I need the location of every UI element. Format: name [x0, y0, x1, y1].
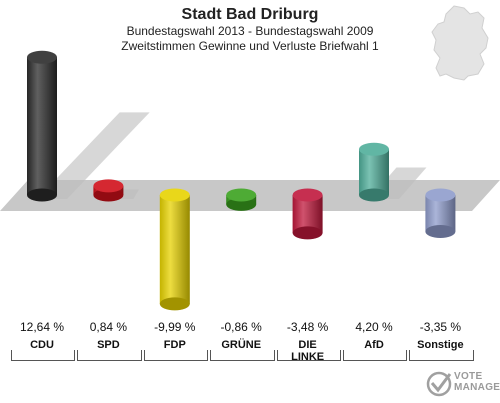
logo-line-1: VOTE — [454, 371, 483, 382]
category-label: AfD — [364, 339, 384, 351]
vote-check-icon — [426, 371, 452, 397]
category-bracket — [409, 350, 474, 361]
category-bracket — [343, 350, 408, 361]
germany-map-icon — [431, 5, 489, 81]
category-label: CDU — [30, 339, 54, 351]
chart-title: Stadt Bad Driburg — [181, 6, 319, 23]
category-bracket — [77, 350, 142, 361]
vote-manager-logo: VOTE MANAGER — [426, 368, 500, 398]
logo-line-2: MANAGER — [454, 382, 500, 393]
value-label: 12,64 % — [19, 320, 65, 334]
bar-die-linke — [292, 188, 323, 240]
value-label: -0,86 % — [220, 320, 262, 334]
bar-cdu — [27, 50, 150, 202]
bar-afd — [359, 142, 427, 202]
value-label: -3,35 % — [419, 320, 462, 334]
value-label: 4,20 % — [355, 320, 393, 334]
value-label: -9,99 % — [154, 320, 196, 334]
value-label: -3,48 % — [286, 320, 329, 334]
category-label: FDP — [163, 339, 186, 351]
category-bracket — [276, 350, 341, 361]
category-bracket — [210, 350, 275, 361]
bar-spd — [93, 179, 139, 202]
category-label: SPD — [97, 339, 120, 351]
value-label: 0,84 % — [89, 320, 128, 334]
category-label: Sonstige — [417, 339, 464, 351]
bar-grüne — [226, 188, 257, 211]
category-bracket — [143, 350, 209, 361]
chart-subtitle-1: Bundestagswahl 2013 - Bundestagswahl 200… — [126, 24, 374, 38]
bar-fdp — [159, 188, 190, 311]
category-bracket — [11, 350, 76, 361]
chart-header: Stadt Bad Driburg Bundestagswahl 2013 - … — [0, 6, 500, 54]
category-label: GRÜNE — [221, 339, 262, 351]
bar-sonstige — [425, 188, 456, 239]
logo-text: VOTE MANAGER — [454, 371, 500, 393]
chart-subtitle-2: Zweitstimmen Gewinne und Verluste Briefw… — [121, 39, 379, 53]
